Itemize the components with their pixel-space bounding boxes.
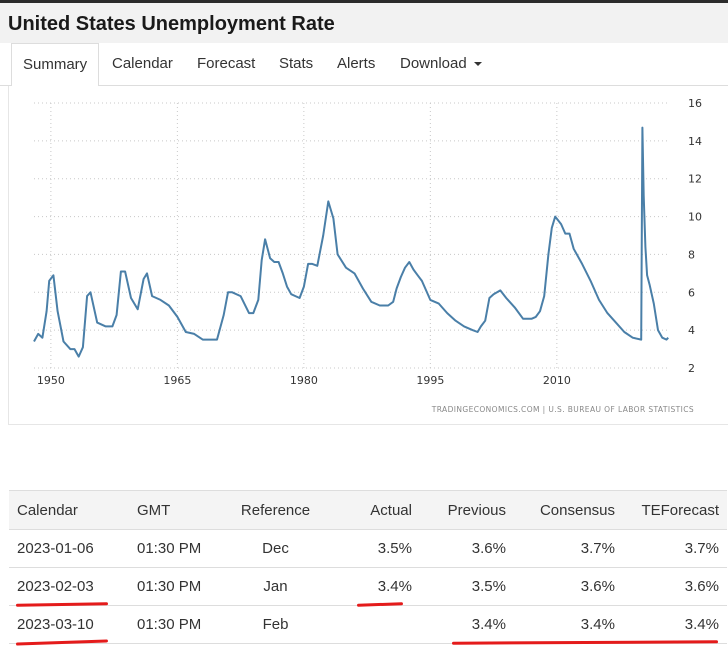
tab-calendar[interactable]: Calendar (112, 43, 173, 85)
tab-stats-label: Stats (279, 55, 314, 72)
cell-teforecast: 3.6% (623, 567, 727, 606)
y-tick-label: 14 (688, 135, 702, 148)
table-row: 2023-01-06 01:30 PM Dec 3.5% 3.6% 3.7% 3… (9, 529, 727, 568)
cell-date: 2023-02-03 (9, 567, 129, 606)
cell-previous: 3.4% (420, 605, 514, 644)
cell-reference: Jan (223, 567, 328, 606)
chart-panel: 16 14 12 10 8 6 4 2 1950 1965 1980 1995 2010 TRADIN… (8, 86, 728, 425)
tab-forecast-label: Forecast (197, 55, 256, 72)
unemployment-chart: 16 14 12 10 8 6 4 2 1950 1965 1980 1995 2010 TRADIN… (33, 97, 702, 414)
y-tick-label: 6 (688, 286, 695, 299)
cell-reference: Feb (223, 605, 328, 644)
title-bar: United States Unemployment Rate (0, 3, 728, 43)
cell-consensus: 3.6% (514, 567, 623, 606)
cell-gmt: 01:30 PM (129, 605, 223, 644)
cell-actual (328, 605, 420, 644)
column-header-gmt[interactable]: GMT (129, 490, 223, 530)
column-header-previous[interactable]: Previous (420, 490, 514, 530)
x-tick-label: 1965 (163, 374, 191, 387)
column-header-teforecast[interactable]: TEForecast (623, 490, 727, 530)
cell-teforecast: 3.7% (623, 529, 727, 568)
page-title: United States Unemployment Rate (8, 13, 335, 35)
table-row: 2023-02-03 01:30 PM Jan 3.4% 3.5% 3.6% 3… (9, 567, 727, 606)
series-line-unemployment (33, 126, 669, 358)
cell-consensus: 3.4% (514, 605, 623, 644)
chevron-down-icon (473, 62, 482, 67)
cell-gmt: 01:30 PM (129, 529, 223, 568)
cell-actual: 3.4% (328, 567, 420, 606)
cell-date: 2023-01-06 (9, 529, 129, 568)
tab-download-label: Download (400, 55, 467, 72)
tab-forecast[interactable]: Forecast (197, 43, 255, 85)
cell-consensus: 3.7% (514, 529, 623, 568)
x-tick-label: 2010 (543, 374, 571, 387)
calendar-table: Calendar GMT Reference Actual Previous C… (9, 490, 727, 644)
table-row: 2023-03-10 01:30 PM Feb 3.4% 3.4% 3.4% (9, 605, 727, 644)
y-tick-label: 12 (688, 173, 702, 186)
x-tick-label: 1950 (37, 374, 65, 387)
y-tick-label: 2 (688, 362, 695, 375)
y-tick-label: 10 (688, 211, 702, 224)
cell-previous: 3.5% (420, 567, 514, 606)
column-header-reference[interactable]: Reference (223, 490, 328, 530)
cell-teforecast: 3.4% (623, 605, 727, 644)
top-border (0, 0, 728, 3)
column-header-actual[interactable]: Actual (328, 490, 420, 530)
tab-summary[interactable]: Summary (11, 43, 100, 87)
chart-source-label[interactable]: TRADINGECONOMICS.COM | U.S. BUREAU OF LA… (431, 405, 694, 414)
x-tick-label: 1995 (416, 374, 444, 387)
tab-alerts[interactable]: Alerts (337, 43, 375, 85)
annotation-underline (451, 640, 719, 645)
column-header-consensus[interactable]: Consensus (514, 490, 623, 530)
cell-gmt: 01:30 PM (129, 567, 223, 606)
y-tick-label: 16 (688, 97, 702, 110)
tab-summary-label: Summary (23, 56, 88, 73)
tab-alerts-label: Alerts (337, 55, 376, 72)
tab-calendar-label: Calendar (112, 55, 173, 72)
y-tick-label: 8 (688, 248, 695, 261)
cell-actual: 3.5% (328, 529, 420, 568)
cell-previous: 3.6% (420, 529, 514, 568)
y-tick-label: 4 (688, 324, 695, 337)
x-tick-label: 1980 (290, 374, 318, 387)
table-header-row: Calendar GMT Reference Actual Previous C… (9, 490, 727, 530)
column-header-calendar[interactable]: Calendar (9, 490, 129, 530)
cell-date: 2023-03-10 (9, 605, 129, 644)
tab-bar: Summary Calendar Forecast Stats Alerts D… (0, 43, 728, 87)
cell-reference: Dec (223, 529, 328, 568)
tab-stats[interactable]: Stats (279, 43, 313, 85)
tab-download[interactable]: Download (400, 43, 482, 85)
